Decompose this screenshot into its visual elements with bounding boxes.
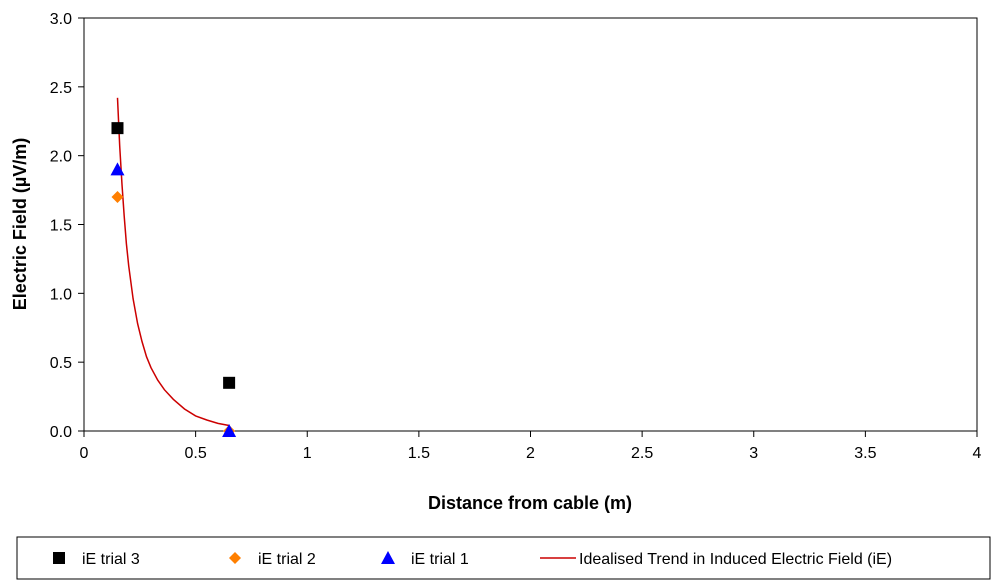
legend-swatch-square	[53, 552, 65, 564]
y-tick-label: 0.0	[50, 424, 72, 441]
legend-label: iE trial 3	[82, 551, 140, 568]
x-tick-label: 1.5	[408, 445, 430, 462]
x-tick-label: 3	[749, 445, 758, 462]
data-point-square	[111, 122, 124, 135]
legend-box	[16, 536, 991, 580]
x-tick-label: 1	[303, 445, 312, 462]
y-tick-label: 2.5	[50, 80, 72, 97]
legend-swatch-diamond	[229, 552, 241, 564]
legend-label: iE trial 2	[258, 551, 316, 568]
data-point-square	[223, 376, 236, 389]
data-point-diamond	[111, 190, 124, 203]
x-tick-label: 0	[80, 445, 89, 462]
y-tick-label: 0.5	[50, 355, 72, 372]
x-tick-label: 0.5	[185, 445, 207, 462]
plot-area	[83, 17, 978, 432]
x-tick-label: 2.5	[631, 445, 653, 462]
y-tick-label: 1.5	[50, 218, 72, 235]
x-tick-label: 4	[973, 445, 982, 462]
series-layer	[110, 97, 237, 437]
x-tick-label: 3.5	[854, 445, 876, 462]
data-point-triangle	[222, 424, 237, 437]
y-tick-label: 3.0	[50, 11, 72, 28]
legend-swatch-triangle	[381, 551, 395, 564]
y-tick-label: 2.0	[50, 149, 72, 166]
x-axis-ticks: 0 0.5 1 1.5 2 2.5 3 3.5 4	[80, 431, 982, 462]
x-tick-label: 2	[526, 445, 535, 462]
data-point-triangle	[110, 162, 125, 176]
legend: iE trial 3 iE trial 2 iE trial 1 Idealised …	[16, 536, 991, 580]
y-tick-label: 1.0	[50, 286, 72, 303]
trend-line	[116, 97, 230, 427]
y-axis-ticks: 0.0 0.5 1.0 1.5 2.0 2.5 3.0	[50, 11, 84, 441]
x-axis-title: Distance from cable (m)	[428, 493, 632, 513]
legend-label: Idealised Trend in Induced Electric Fiel…	[579, 551, 892, 568]
legend-label: iE trial 1	[411, 551, 469, 568]
y-axis-title: Electric Field (µV/m)	[10, 138, 30, 310]
